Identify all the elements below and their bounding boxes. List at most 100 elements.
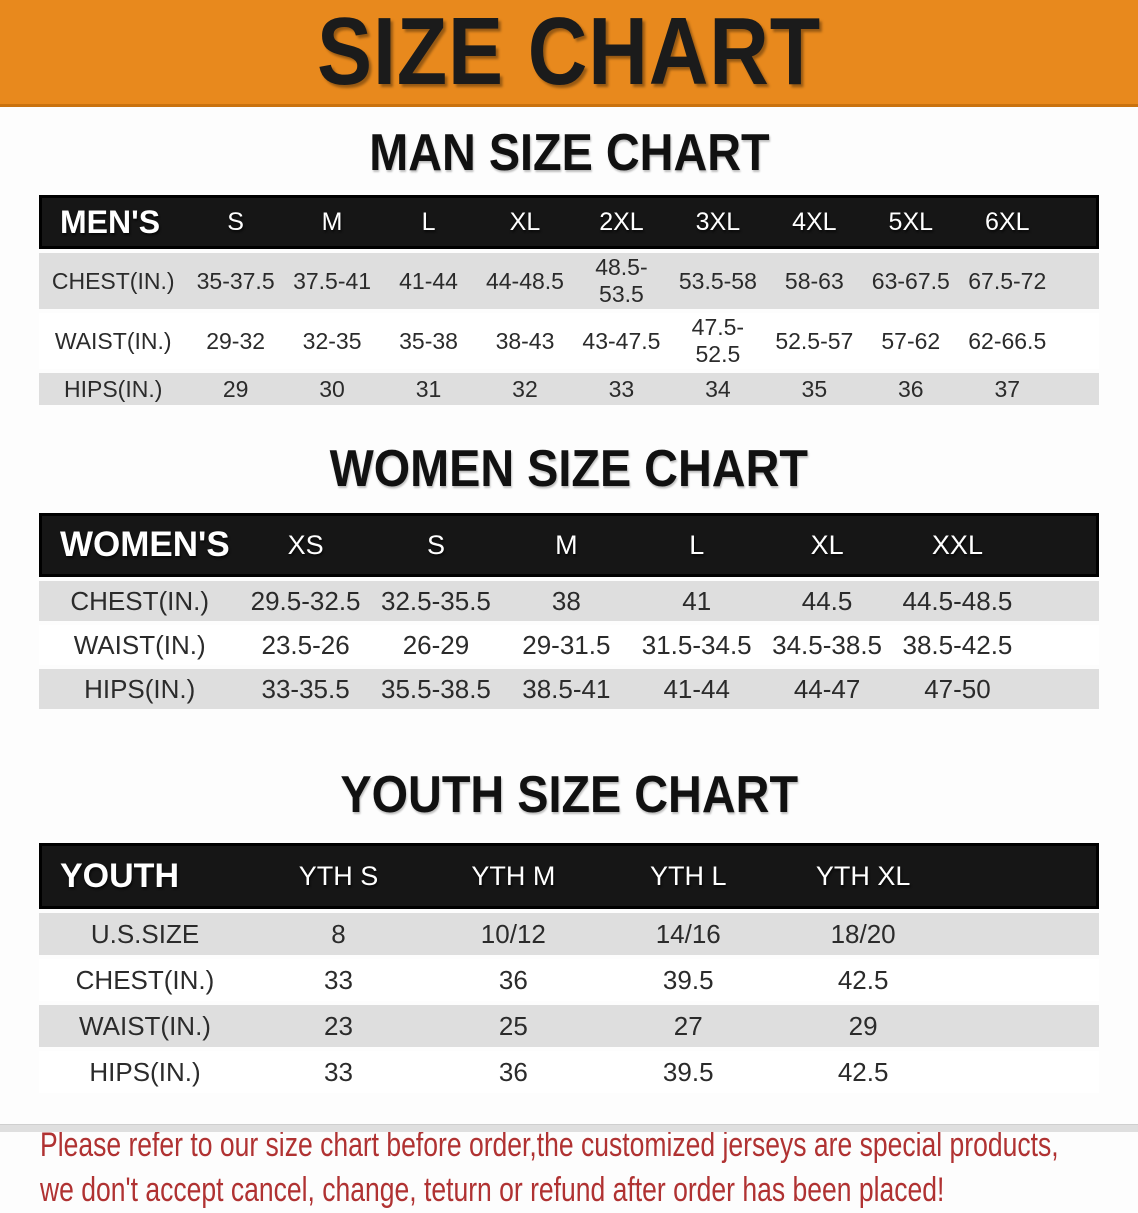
col-header: YTH M [425,843,601,909]
table-row: U.S.SIZE 8 10/12 14/16 18/20 [39,913,1099,955]
col-header: L [631,513,762,577]
spacer-cell [950,959,1099,1001]
value-cell: 33 [251,959,426,1001]
row-label: CHEST(IN.) [39,581,241,621]
row-label: WAIST(IN.) [39,625,241,665]
value-cell: 36 [425,959,601,1001]
col-header: 5XL [862,195,960,249]
spacer-cell [1055,373,1099,405]
men-size-table: MEN'S S M L XL 2XL 3XL 4XL 5XL 6XL CHEST… [39,191,1099,409]
value-cell: 32-35 [283,313,381,369]
youth-table-title: YOUTH [39,843,251,909]
table-row: CHEST(IN.) 33 36 39.5 42.5 [39,959,1099,1001]
value-cell: 36 [862,373,960,405]
spacer-cell [950,1005,1099,1047]
col-header: YTH S [251,843,426,909]
value-cell: 33-35.5 [240,669,371,709]
women-section-heading-text: WOMEN SIZE CHART [329,440,809,498]
value-cell: 62-66.5 [959,313,1056,369]
value-cell: 18/20 [775,913,951,955]
col-header: M [501,513,632,577]
value-cell: 27 [600,1005,776,1047]
value-cell: 44.5 [761,581,893,621]
col-header: L [380,195,477,249]
value-cell: 33 [573,373,670,405]
value-cell: 36 [425,1051,601,1093]
youth-table-header-row: YOUTH YTH S YTH M YTH L YTH XL [39,843,1099,909]
value-cell: 31 [380,373,477,405]
men-table-header-row: MEN'S S M L XL 2XL 3XL 4XL 5XL 6XL [39,195,1099,249]
women-table-title: WOMEN'S [39,513,241,577]
value-cell: 31.5-34.5 [631,625,762,665]
youth-section-heading-text: YOUTH SIZE CHART [340,766,798,824]
value-cell: 48.5-53.5 [573,253,670,309]
notice-line-2: we don't accept cancel, change, teturn o… [40,1171,945,1209]
table-row: CHEST(IN.) 29.5-32.5 32.5-35.5 38 41 44.… [39,581,1099,621]
col-header: YTH L [600,843,776,909]
table-row: WAIST(IN.) 29-32 32-35 35-38 38-43 43-47… [39,313,1099,369]
table-row: CHEST(IN.) 35-37.5 37.5-41 41-44 44-48.5… [39,253,1099,309]
value-cell: 29 [775,1005,951,1047]
col-header: S [187,195,284,249]
men-section-heading: MAN SIZE CHART [0,127,1138,179]
spacer-cell [1022,625,1099,665]
spacer-cell [950,1051,1099,1093]
value-cell: 52.5-57 [766,313,863,369]
footer-notice: Please refer to our size chart before or… [40,1123,1138,1213]
col-header: XS [240,513,371,577]
men-table-title: MEN'S [39,195,188,249]
value-cell: 25 [425,1005,601,1047]
value-cell: 32.5-35.5 [370,581,502,621]
spacer-cell [950,913,1099,955]
value-cell: 53.5-58 [669,253,767,309]
spacer-cell [1055,253,1099,309]
value-cell: 14/16 [600,913,776,955]
value-cell: 41 [631,581,762,621]
value-cell: 67.5-72 [959,253,1056,309]
value-cell: 41-44 [631,669,762,709]
value-cell: 44-48.5 [476,253,574,309]
col-header: 4XL [766,195,863,249]
value-cell: 32 [476,373,574,405]
value-cell: 35.5-38.5 [370,669,502,709]
value-cell: 42.5 [775,1051,951,1093]
value-cell: 10/12 [425,913,601,955]
women-size-table: WOMEN'S XS S M L XL XXL CHEST(IN.) 29.5-… [39,509,1099,713]
table-row: WAIST(IN.) 23 25 27 29 [39,1005,1099,1047]
value-cell: 35-37.5 [187,253,284,309]
youth-size-table: YOUTH YTH S YTH M YTH L YTH XL U.S.SIZE … [39,839,1099,1097]
youth-section-heading: YOUTH SIZE CHART [0,766,1138,824]
value-cell: 47-50 [892,669,1023,709]
value-cell: 35-38 [380,313,477,369]
value-cell: 39.5 [600,959,776,1001]
value-cell: 34 [669,373,767,405]
row-label: CHEST(IN.) [39,253,188,309]
col-header: YTH XL [775,843,951,909]
col-header: XXL [892,513,1023,577]
col-header: 3XL [669,195,767,249]
value-cell: 29-31.5 [501,625,632,665]
spacer-cell [1055,195,1099,249]
spacer-cell [1022,669,1099,709]
row-label: HIPS(IN.) [39,669,241,709]
col-header: XL [761,513,893,577]
value-cell: 58-63 [766,253,863,309]
value-cell: 30 [283,373,381,405]
value-cell: 44.5-48.5 [892,581,1023,621]
table-row: HIPS(IN.) 29 30 31 32 33 34 35 36 37 [39,373,1099,405]
value-cell: 42.5 [775,959,951,1001]
spacer-cell [1055,313,1099,369]
women-section-heading: WOMEN SIZE CHART [0,440,1138,498]
value-cell: 38.5-41 [501,669,632,709]
table-row: WAIST(IN.) 23.5-26 26-29 29-31.5 31.5-34… [39,625,1099,665]
col-header: XL [476,195,574,249]
women-table-header-row: WOMEN'S XS S M L XL XXL [39,513,1099,577]
value-cell: 38-43 [476,313,574,369]
table-row: HIPS(IN.) 33 36 39.5 42.5 [39,1051,1099,1093]
banner: SIZE CHART [0,0,1138,107]
spacer-cell [1022,513,1099,577]
banner-title: SIZE CHART [317,0,821,105]
value-cell: 39.5 [600,1051,776,1093]
value-cell: 37 [959,373,1056,405]
row-label: HIPS(IN.) [39,1051,251,1093]
